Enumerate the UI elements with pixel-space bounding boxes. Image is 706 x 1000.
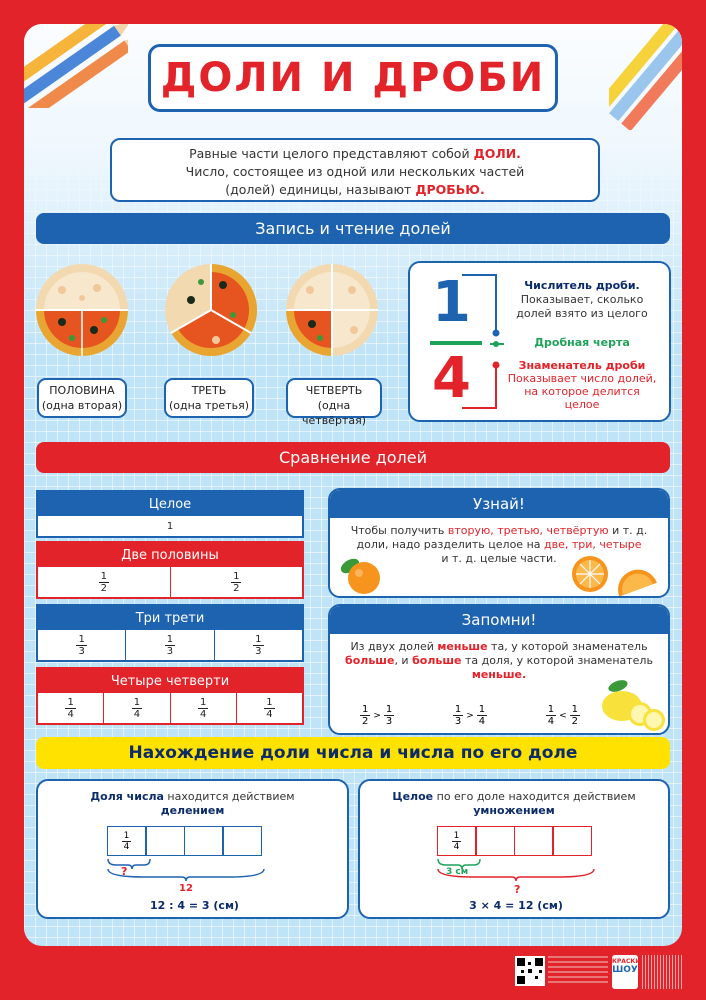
lemon-icon [602, 680, 665, 731]
numerator-description: Показывает, сколько долей взято из целог… [516, 293, 648, 320]
section-header-notation: Запись и чтение долей [36, 213, 670, 244]
table-title: Три трети [38, 606, 302, 630]
numerator-title: Числитель дроби. [524, 279, 640, 292]
find-right-keyword: Целое [392, 790, 434, 803]
poster-title-box: ДОЛИ И ДРОБИ [148, 44, 558, 112]
remember-keyword: больше [345, 654, 395, 667]
intro-keyword: ДОЛИ. [473, 146, 521, 161]
find-part-box: Доля числа находится действием делением … [36, 779, 349, 919]
remember-keyword: меньше [437, 640, 488, 653]
intro-text: Равные части целого представляют собой [189, 146, 474, 161]
find-left-keyword: Доля числа [90, 790, 164, 803]
find-right-operation: умножением [473, 804, 555, 817]
orange-icon [340, 558, 380, 594]
denominator-title: Знаменатель дроби [518, 359, 646, 372]
learn-keyword: вторую, третью, четвёртую [447, 524, 609, 537]
fraction-anatomy-card: 1 4 Числитель дроби. Показывает, сколько… [408, 261, 671, 422]
pizza-quarter-icon [286, 264, 378, 356]
pizza-subname: (одна третья) [168, 399, 249, 412]
pizza-label-quarter: ЧЕТВЕРТЬ (одна четвёртая) [286, 378, 382, 427]
unknown-whole-mark: ? [514, 883, 521, 896]
pizza-name: ТРЕТЬ [191, 384, 227, 397]
fraction-numerator: 1 [432, 270, 471, 335]
intro-keyword: ДРОБЬЮ. [415, 182, 485, 197]
orange-slices-icon [572, 556, 657, 596]
pizza-half-icon [36, 264, 128, 356]
table-title: Две половины [38, 543, 302, 567]
pizza-third-icon [165, 264, 258, 356]
denominator-description: Показывает число долей, на которое делит… [507, 372, 657, 411]
multiplication-formula: 3 × 4 = 12 (см) [469, 899, 563, 912]
qr-code-icon [515, 956, 545, 986]
segment-braces-icon [437, 858, 595, 882]
pizza-label-half: ПОЛОВИНА (одна вторая) [37, 378, 127, 418]
intro-text: (долей) единицы, называют [225, 182, 416, 197]
remember-box: Запомни! Из двух долей меньше та, у кото… [328, 604, 670, 735]
pizza-name: ПОЛОВИНА [49, 384, 115, 397]
poster-title: ДОЛИ И ДРОБИ [160, 55, 546, 101]
pizza-subname: (одна вторая) [41, 399, 123, 412]
pizza-subname: (одна четвёртая) [302, 399, 366, 427]
remember-keyword: больше [412, 654, 462, 667]
find-left-operation: делением [160, 804, 225, 817]
fraction-line-label: Дробная черта [534, 336, 630, 349]
learn-box: Узнай! Чтобы получить вторую, третью, че… [328, 488, 670, 598]
section-header-compare: Сравнение долей [36, 442, 670, 473]
find-whole-box: Целое по его доле находится действием ум… [358, 779, 670, 919]
fraction-bracket-icon [462, 274, 504, 409]
pencils-left-icon [24, 24, 128, 108]
table-cell: 1 [166, 520, 174, 532]
pencils-right-icon [609, 24, 682, 130]
learn-keyword: две, три, четыре [544, 538, 642, 551]
fraction-bar-line [430, 341, 482, 345]
intro-box: Равные части целого представляют собой Д… [110, 138, 600, 202]
remember-keyword: меньше. [471, 668, 527, 681]
publisher-logo: КРАСКИ ШОУ [612, 955, 640, 989]
learn-title: Узнай! [330, 490, 668, 518]
pizza-label-third: ТРЕТЬ (одна третья) [164, 378, 254, 418]
segment-braces-icon [107, 858, 265, 882]
table-title: Целое [38, 492, 302, 516]
table-whole: Целое 1 [36, 490, 304, 538]
section-header-find: Нахождение доли числа и числа по его дол… [36, 737, 670, 769]
remember-title: Запомни! [330, 606, 668, 634]
division-formula: 12 : 4 = 3 (см) [150, 899, 239, 912]
fraction-denominator: 4 [432, 346, 471, 411]
poster-inner: ДОЛИ И ДРОБИ Равные части целого предста… [24, 24, 682, 946]
imprint-text-block [548, 956, 608, 986]
known-part-value: 3 см [446, 867, 469, 877]
pizza-name: ЧЕТВЕРТЬ [305, 384, 363, 397]
barcode-icon [642, 955, 682, 989]
table-title: Четыре четверти [38, 669, 302, 693]
intro-text: Число, состоящее из одной или нескольких… [185, 164, 525, 179]
total-value: 12 [179, 883, 193, 894]
unknown-part-mark: ? [121, 865, 128, 878]
